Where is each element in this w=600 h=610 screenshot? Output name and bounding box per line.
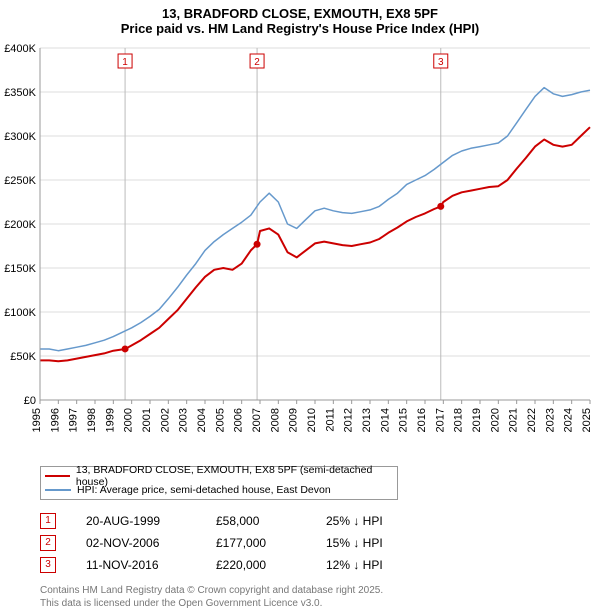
legend-swatch-price: [45, 475, 70, 477]
svg-text:2020: 2020: [489, 408, 501, 432]
svg-text:£100K: £100K: [4, 307, 36, 319]
sales-rel-1: 25% ↓ HPI: [326, 514, 383, 528]
svg-text:2012: 2012: [343, 408, 355, 432]
svg-text:£400K: £400K: [4, 43, 36, 55]
svg-text:£250K: £250K: [4, 175, 36, 187]
svg-text:£0: £0: [24, 395, 36, 407]
svg-text:2017: 2017: [434, 408, 446, 432]
svg-text:2013: 2013: [361, 408, 373, 432]
legend-label-hpi: HPI: Average price, semi-detached house,…: [77, 484, 331, 496]
svg-text:2002: 2002: [159, 408, 171, 432]
svg-text:1: 1: [122, 57, 128, 68]
legend-row-price: 13, BRADFORD CLOSE, EXMOUTH, EX8 5PF (se…: [45, 469, 393, 483]
title-sub: Price paid vs. HM Land Registry's House …: [0, 21, 600, 40]
svg-text:£350K: £350K: [4, 87, 36, 99]
sales-date-3: 11-NOV-2016: [86, 558, 216, 572]
footer-line-2: This data is licensed under the Open Gov…: [40, 597, 600, 610]
title-main: 13, BRADFORD CLOSE, EXMOUTH, EX8 5PF: [0, 0, 600, 21]
sales-price-3: £220,000: [216, 558, 326, 572]
svg-text:2018: 2018: [453, 408, 465, 432]
sales-marker-3: 3: [40, 557, 56, 573]
svg-text:2010: 2010: [306, 408, 318, 432]
svg-text:2015: 2015: [398, 408, 410, 432]
sales-row-2: 2 02-NOV-2006 £177,000 15% ↓ HPI: [40, 532, 600, 554]
svg-text:2014: 2014: [379, 408, 391, 432]
svg-text:£150K: £150K: [4, 263, 36, 275]
footer-line-1: Contains HM Land Registry data © Crown c…: [40, 584, 600, 597]
chart-svg: £0 £50K £100K £150K £200K £250K £300K £350K £400…: [0, 40, 600, 460]
legend-box: 13, BRADFORD CLOSE, EXMOUTH, EX8 5PF (se…: [40, 466, 398, 500]
sales-row-3: 3 11-NOV-2016 £220,000 12% ↓ HPI: [40, 554, 600, 576]
footer: Contains HM Land Registry data © Crown c…: [40, 584, 600, 610]
svg-text:2022: 2022: [526, 408, 538, 432]
sales-table: 1 20-AUG-1999 £58,000 25% ↓ HPI 2 02-NOV…: [40, 510, 600, 576]
svg-text:2011: 2011: [324, 408, 336, 432]
svg-text:2009: 2009: [288, 408, 300, 432]
svg-text:1998: 1998: [86, 408, 98, 432]
svg-text:1999: 1999: [104, 408, 116, 432]
svg-text:2007: 2007: [251, 408, 263, 432]
svg-text:2: 2: [254, 57, 260, 68]
svg-text:1997: 1997: [68, 408, 80, 432]
svg-text:2025: 2025: [581, 408, 593, 432]
svg-text:3: 3: [438, 57, 444, 68]
svg-text:2006: 2006: [233, 408, 245, 432]
svg-text:£50K: £50K: [10, 351, 36, 363]
sales-rel-3: 12% ↓ HPI: [326, 558, 383, 572]
svg-text:£300K: £300K: [4, 131, 36, 143]
sales-marker-2: 2: [40, 535, 56, 551]
svg-text:2024: 2024: [563, 408, 575, 432]
svg-text:2003: 2003: [178, 408, 190, 432]
chart-area: £0 £50K £100K £150K £200K £250K £300K £350K £400…: [0, 40, 600, 460]
svg-text:1995: 1995: [31, 408, 43, 432]
svg-text:2016: 2016: [416, 408, 428, 432]
svg-text:2005: 2005: [214, 408, 226, 432]
sales-price-2: £177,000: [216, 536, 326, 550]
chart-container: 13, BRADFORD CLOSE, EXMOUTH, EX8 5PF Pri…: [0, 0, 600, 590]
svg-text:2021: 2021: [508, 408, 520, 432]
sales-date-2: 02-NOV-2006: [86, 536, 216, 550]
sales-marker-1: 1: [40, 513, 56, 529]
sales-price-1: £58,000: [216, 514, 326, 528]
svg-text:2019: 2019: [471, 408, 483, 432]
svg-text:1996: 1996: [49, 408, 61, 432]
svg-text:2000: 2000: [123, 408, 135, 432]
svg-text:2008: 2008: [269, 408, 281, 432]
svg-text:2023: 2023: [544, 408, 556, 432]
svg-text:£200K: £200K: [4, 219, 36, 231]
sales-rel-2: 15% ↓ HPI: [326, 536, 383, 550]
sales-row-1: 1 20-AUG-1999 £58,000 25% ↓ HPI: [40, 510, 600, 532]
legend-swatch-hpi: [45, 489, 71, 491]
svg-text:2004: 2004: [196, 408, 208, 432]
svg-text:2001: 2001: [141, 408, 153, 432]
sales-date-1: 20-AUG-1999: [86, 514, 216, 528]
